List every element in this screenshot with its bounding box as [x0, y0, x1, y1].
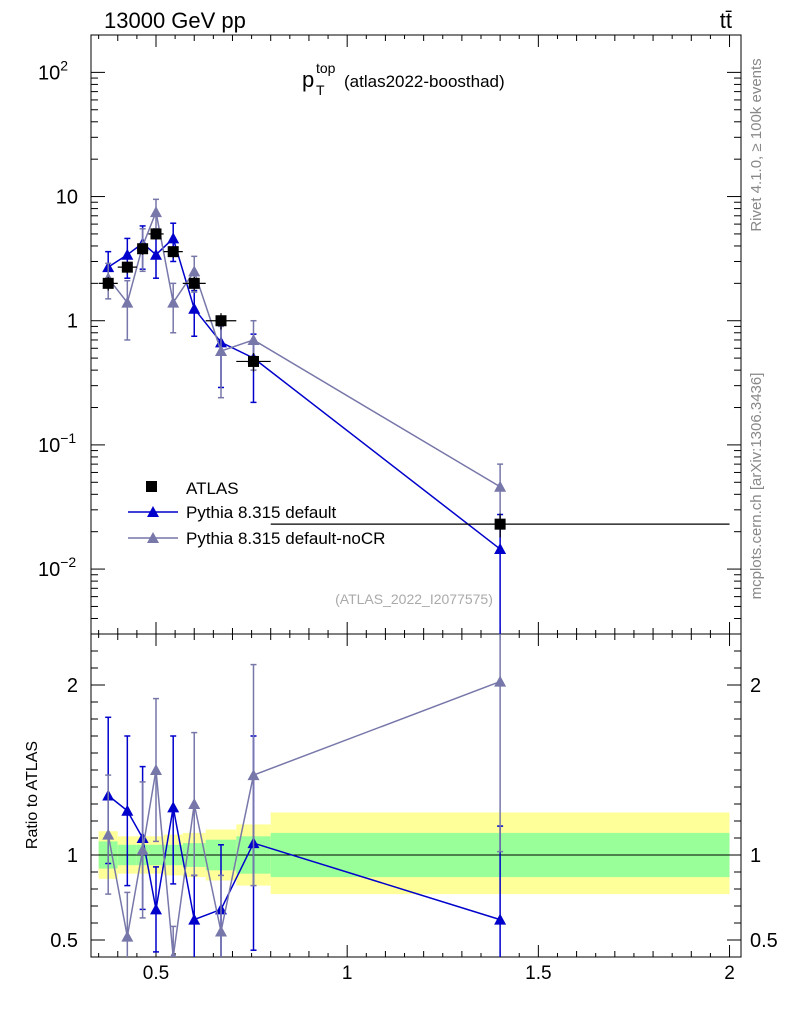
data-point: [215, 315, 227, 327]
y-tick-label: 10−2: [38, 554, 76, 581]
y-tick-label: 1: [67, 311, 78, 333]
ratio-ylabel: Ratio to ATLAS: [24, 741, 41, 849]
series-point-nocr: [150, 206, 162, 218]
ratio-y-tick-label-right: 0.5: [750, 930, 778, 952]
x-tick-label: 1: [342, 963, 353, 984]
ratio-point-nocr: [121, 930, 134, 942]
data-point: [188, 277, 200, 289]
series-point-nocr: [188, 265, 201, 277]
y-tick-label-base: 10: [38, 62, 60, 84]
ratio-point-nocr: [150, 764, 162, 775]
x-tick-label: 0.5: [143, 963, 169, 984]
legend-label-nocr: Pythia 8.315 default-noCR: [186, 529, 385, 548]
ratio-point-default: [121, 804, 134, 816]
ratio-point-nocr: [102, 828, 115, 840]
data-point: [137, 243, 149, 255]
series-point-default: [167, 232, 180, 244]
ratio-point-nocr: [136, 843, 149, 855]
ratio-point-nocr: [494, 675, 507, 687]
ratio-y-tick-label-right: 1: [750, 845, 761, 867]
ratio-y-tick-label-right: 2: [750, 675, 761, 697]
series-point-default: [150, 248, 162, 260]
y-tick-label-base: 1: [67, 311, 78, 333]
data-point: [167, 246, 179, 258]
x-tick-label: 1.5: [525, 963, 551, 984]
y-tick-label-exp: 2: [60, 57, 68, 73]
ratio-y-tick-label: 0.5: [50, 930, 78, 952]
ratio-y-tick-label: 1: [67, 845, 78, 867]
y-tick-label-base: 10: [38, 435, 60, 457]
series-point-nocr: [215, 345, 227, 357]
data-point: [102, 277, 114, 289]
plot-title-sub: T: [316, 82, 325, 98]
plot-title-rest: (atlas2022-boosthad): [344, 72, 505, 91]
main-panel: [98, 198, 730, 634]
analysis-id: (ATLAS_2022_I2077575): [335, 591, 493, 607]
ratio-point-default: [167, 801, 180, 813]
plot-title: p: [302, 67, 314, 92]
series-point-default: [121, 248, 134, 260]
ratio-y-tick-label: 2: [67, 675, 78, 697]
ratio-point-nocr: [188, 798, 201, 809]
x-tick-label: 2: [724, 963, 735, 984]
ratio-frame: [90, 633, 742, 958]
plot-title-base: p: [302, 67, 314, 92]
header-right: tt̄: [720, 8, 732, 33]
data-point: [494, 518, 506, 530]
series-point-nocr: [494, 480, 507, 492]
ratio-point-nocr: [247, 769, 260, 781]
y-tick-label-base: 10: [56, 187, 78, 209]
y-tick-label-base: 10: [38, 559, 60, 581]
series-point-default: [494, 543, 507, 555]
legend-marker-atlas: [146, 481, 157, 492]
legend: ATLAS Pythia 8.315 default Pythia 8.315 …: [128, 479, 385, 548]
header-left: 13000 GeV pp: [104, 8, 246, 33]
data-point: [150, 228, 162, 240]
ratio-point-nocr: [215, 925, 227, 937]
legend-label-default: Pythia 8.315 default: [186, 503, 337, 522]
ratio-point-nocr: [169, 951, 177, 957]
y-tick-label: 10: [56, 187, 78, 209]
y-tick-label: 102: [38, 57, 68, 84]
ratio-point-default: [494, 913, 507, 925]
series-point-nocr: [121, 296, 134, 308]
y-tick-label: 10−1: [38, 430, 76, 457]
legend-label-atlas: ATLAS: [186, 479, 239, 498]
y-tick-label-exp: −1: [60, 430, 76, 446]
series-point-nocr: [247, 333, 260, 345]
series-line-nocr: [107, 209, 501, 488]
plot-title-sup: top: [316, 60, 336, 76]
series-point-default: [188, 302, 201, 314]
ratio-point-default: [188, 913, 201, 925]
series-point-nocr: [167, 296, 180, 308]
rivet-label: Rivet 4.1.0, ≥ 100k events: [748, 58, 765, 231]
ratio-uncertainty-bands: [98, 812, 730, 895]
legend-marker-nocr: [147, 532, 159, 543]
data-point: [121, 261, 133, 273]
mcplots-label: mcplots.cern.ch [arXiv:1306.3436]: [748, 373, 765, 600]
legend-marker-default: [147, 506, 159, 517]
y-tick-label-exp: −2: [60, 554, 76, 570]
ratio-point-default: [150, 903, 162, 915]
plot-marks: [98, 198, 730, 957]
data-point: [248, 355, 259, 367]
ratio-panel: [102, 634, 507, 957]
ratio-line-nocr: [107, 680, 501, 957]
